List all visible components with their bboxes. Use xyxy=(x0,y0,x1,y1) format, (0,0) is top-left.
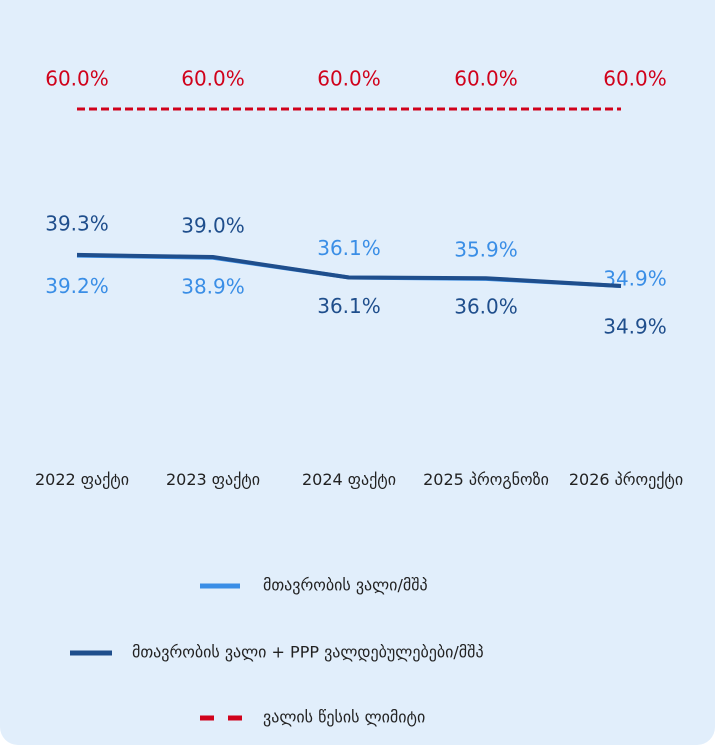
x-tick-label: 2024 ფაქტი xyxy=(301,470,397,489)
data-label: 36.0% xyxy=(454,295,518,319)
data-label: 35.9% xyxy=(454,237,518,261)
data-label: 38.9% xyxy=(181,274,245,298)
data-label: 60.0% xyxy=(603,67,667,91)
data-label: 36.1% xyxy=(317,236,381,260)
x-tick-label: 2023 ფაქტი xyxy=(165,470,261,489)
data-label: 60.0% xyxy=(181,67,245,91)
data-label: 39.3% xyxy=(45,211,109,235)
x-tick-label: 2026 პროექტი xyxy=(568,470,684,489)
data-label: 39.0% xyxy=(181,214,245,238)
data-label: 60.0% xyxy=(454,67,518,91)
x-tick-label: 2025 პროგნოზი xyxy=(423,470,549,489)
data-label: 34.9% xyxy=(603,314,667,338)
data-label: 39.2% xyxy=(45,274,109,298)
data-label: 60.0% xyxy=(45,67,109,91)
line xyxy=(76,252,622,288)
legend-label: ვალის წესის ლიმიტი xyxy=(263,708,425,727)
data-label: 36.1% xyxy=(317,294,381,318)
data-label: 60.0% xyxy=(317,67,381,91)
x-tick-label: 2022 ფაქტი xyxy=(34,470,130,489)
legend-label: მთავრობის ვალი/მშპ xyxy=(263,576,428,595)
legend-label: მთავრობის ვალი + PPP ვალდებულებები/მშპ xyxy=(132,643,484,662)
